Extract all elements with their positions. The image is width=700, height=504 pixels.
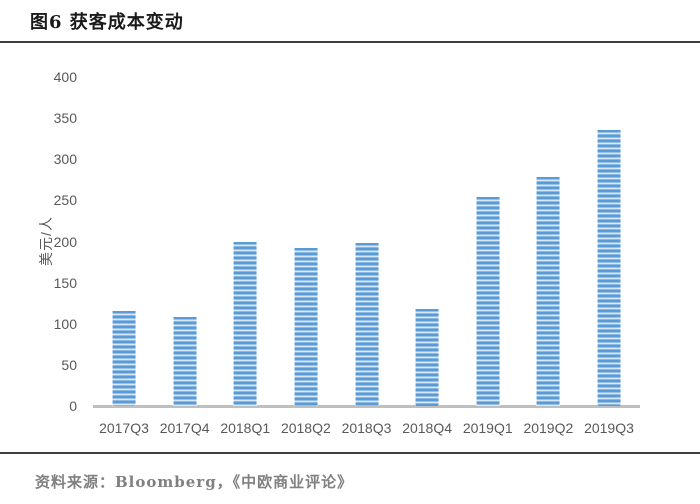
y-tick-label: 200 xyxy=(53,233,77,250)
y-tick-label: 100 xyxy=(53,315,77,332)
y-tick-label: 300 xyxy=(53,151,77,168)
y-tick-label: 400 xyxy=(53,69,77,85)
top-divider xyxy=(0,41,700,43)
y-tick-label: 0 xyxy=(69,398,77,414)
x-tick-label: 2017Q3 xyxy=(99,420,149,436)
x-tick-label: 2019Q3 xyxy=(584,420,634,436)
bar-2018Q3 xyxy=(354,243,379,406)
y-tick-label: 350 xyxy=(53,110,77,127)
bar-2018Q4 xyxy=(415,309,440,406)
x-tick-label: 2019Q1 xyxy=(462,420,513,436)
y-tick-label: 150 xyxy=(53,274,77,291)
bar-2018Q1 xyxy=(233,242,258,406)
x-tick-label: 2018Q4 xyxy=(402,420,453,436)
y-tick-label: 250 xyxy=(53,192,77,209)
y-tick-label: 50 xyxy=(61,356,77,373)
x-tick-label: 2018Q1 xyxy=(220,420,271,436)
x-tick-label: 2017Q4 xyxy=(159,420,210,436)
figure-title: 图6 获客成本变动 xyxy=(30,12,184,33)
bar-2019Q3 xyxy=(597,130,621,406)
x-tick-label: 2018Q2 xyxy=(280,420,331,436)
bar-2019Q1 xyxy=(475,197,500,406)
bottom-divider xyxy=(0,452,700,454)
source-note: 资料来源：Bloomberg，《中欧商业评论》 xyxy=(35,473,354,491)
bar-2017Q4 xyxy=(172,317,197,406)
x-tick-label: 2019Q2 xyxy=(523,420,574,436)
x-tick-label: 2018Q3 xyxy=(341,420,392,436)
x-axis-line xyxy=(93,405,640,408)
bar-2019Q2 xyxy=(536,177,561,406)
bar-2018Q2 xyxy=(293,248,318,406)
bar-2017Q3 xyxy=(112,311,136,406)
